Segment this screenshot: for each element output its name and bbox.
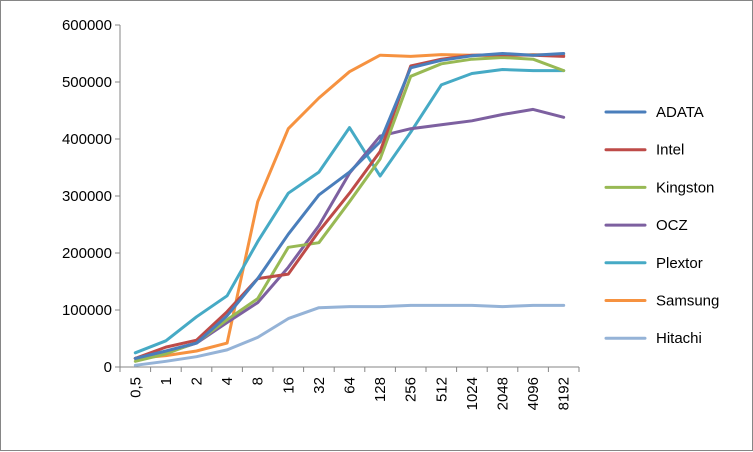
y-tick-label: 500000 bbox=[62, 74, 112, 91]
series-line-samsung bbox=[133, 53, 566, 360]
series-line-intel bbox=[133, 53, 566, 360]
y-tick-label: 300000 bbox=[62, 188, 112, 205]
legend-label-ocz: OCZ bbox=[656, 217, 688, 234]
series-line-adata bbox=[133, 52, 566, 360]
x-axis-ticks: 0,5 1 2 4 8 16 32 64 128 256 512 1024 2048 4096 8192 bbox=[119, 367, 580, 410]
legend-label-plextor: Plextor bbox=[656, 255, 703, 272]
y-tick-label: 200000 bbox=[62, 245, 112, 262]
x-tick-label: 2048 bbox=[495, 377, 512, 410]
axes-layer bbox=[119, 25, 579, 368]
y-tick-label: 100000 bbox=[62, 302, 112, 319]
y-tick-label: 600000 bbox=[62, 17, 112, 34]
legend-label-kingston: Kingston bbox=[656, 179, 714, 196]
x-tick-label: 512 bbox=[433, 377, 450, 402]
legend: ADATA Intel Kingston OCZ Plextor Samsung Hitac… bbox=[604, 104, 719, 347]
x-tick-label: 128 bbox=[372, 377, 389, 402]
x-tick-label: 1 bbox=[158, 377, 175, 385]
y-tick-label: 0 bbox=[104, 359, 112, 376]
x-tick-label: 4096 bbox=[525, 377, 542, 410]
x-tick-label: 64 bbox=[342, 377, 359, 394]
x-tick-label: 0,5 bbox=[127, 377, 144, 398]
series-line-plextor bbox=[133, 68, 566, 355]
legend-label-samsung: Samsung bbox=[656, 293, 719, 310]
x-tick-label: 8 bbox=[250, 377, 267, 385]
x-tick-label: 1024 bbox=[464, 377, 481, 410]
series-line-hitachi bbox=[133, 303, 566, 367]
legend-label-intel: Intel bbox=[656, 142, 684, 159]
x-tick-label: 2 bbox=[189, 377, 206, 385]
legend-label-adata: ADATA bbox=[656, 104, 704, 121]
x-tick-label: 32 bbox=[311, 377, 328, 394]
legend-label-hitachi: Hitachi bbox=[656, 330, 702, 347]
x-tick-label: 256 bbox=[403, 377, 420, 402]
x-tick-label: 8192 bbox=[556, 377, 573, 410]
y-tick-label: 400000 bbox=[62, 131, 112, 148]
series-line-ocz bbox=[133, 107, 566, 360]
x-tick-label: 16 bbox=[280, 377, 297, 394]
x-tick-label: 4 bbox=[219, 377, 236, 385]
series-lines bbox=[133, 52, 566, 367]
y-axis-ticks: 0 100000 200000 300000 400000 500000 600000 bbox=[62, 17, 120, 376]
